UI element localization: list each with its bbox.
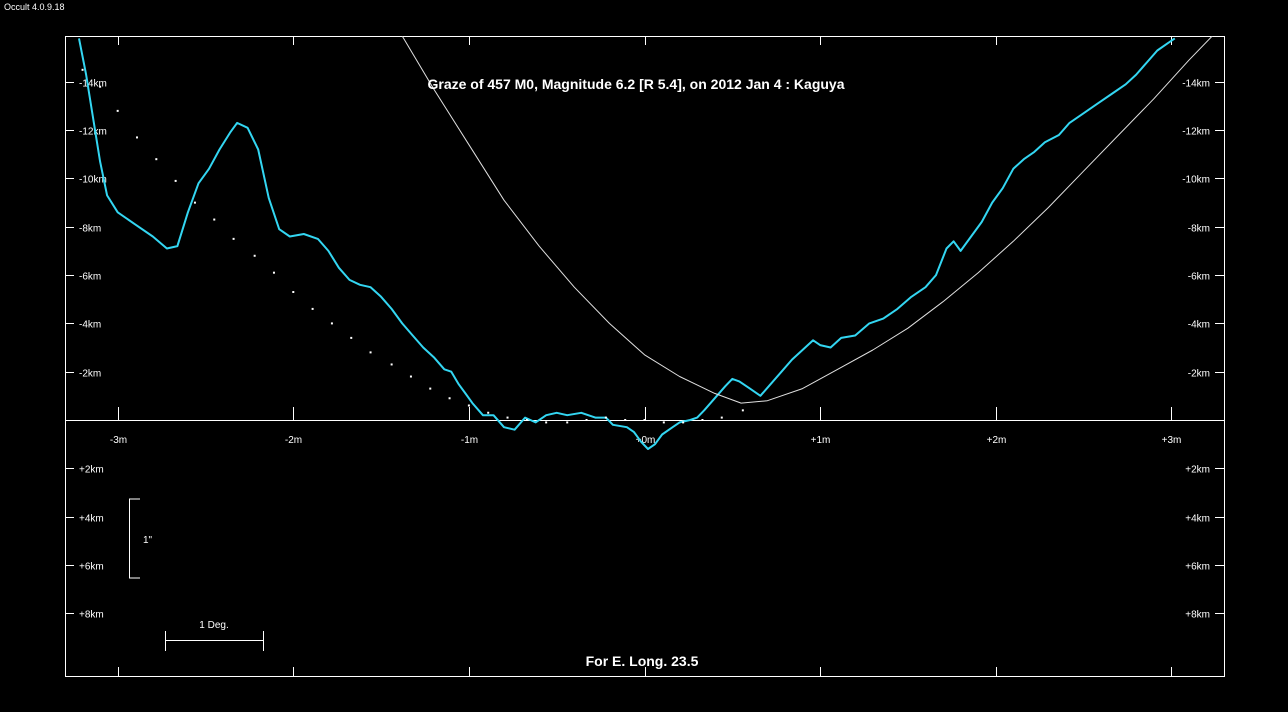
reference-dot [311, 307, 314, 310]
x-tick-label: -2m [285, 435, 302, 446]
plot-frame [65, 36, 1225, 677]
graze-path-curve-line [401, 36, 1213, 404]
chart-title: Graze of 457 M0, Magnitude 6.2 [R 5.4], … [427, 76, 844, 92]
x-tick-label: +0m [636, 435, 656, 446]
reference-dot [701, 419, 704, 421]
y-tick-label-left: +6km [79, 562, 104, 573]
arcsec-scale-bar: 1" [129, 498, 153, 579]
y-tick-label-right: +2km [1185, 465, 1210, 476]
axes-group: -3m -2m -1m +0m +1m +2m +3m -14km -14km -12km -12k… [65, 36, 1224, 676]
reference-dot [174, 179, 177, 182]
reference-dot [99, 85, 102, 88]
arcsec-scale-label: 1" [143, 535, 153, 546]
y-tick-label-left: -4km [79, 320, 101, 331]
chart-footer: For E. Long. 23.5 [586, 653, 699, 669]
reference-dot [604, 416, 607, 419]
y-tick-label-right: -12km [1182, 127, 1210, 138]
reference-dot [545, 421, 548, 424]
y-tick-label-right: -14km [1182, 79, 1210, 90]
y-tick-label-right: -2km [1188, 369, 1210, 380]
y-tick-label-left: -2km [79, 369, 101, 380]
y-tick-label-left: -10km [79, 175, 107, 186]
y-tick-label-right: -10km [1182, 175, 1210, 186]
reference-dot [525, 419, 528, 421]
reference-dot [409, 375, 412, 378]
reference-dot [116, 109, 119, 112]
y-tick-label-left: +4km [79, 514, 104, 525]
reference-dot [682, 421, 685, 424]
reference-dot [566, 421, 569, 424]
reference-dot [232, 237, 235, 240]
reference-dot [643, 419, 646, 421]
y-tick-label-right: +6km [1185, 562, 1210, 573]
series-layer [78, 36, 1213, 450]
degree-scale-bar: 1 Deg. [165, 620, 264, 651]
x-tick-label: +2m [987, 435, 1007, 446]
y-tick-label-right: +8km [1185, 610, 1210, 621]
reference-dot [155, 158, 158, 161]
y-tick-label-right: -6km [1188, 272, 1210, 283]
app-version-label: Occult 4.0.9.18 [4, 2, 65, 12]
reference-dot [193, 201, 196, 204]
reference-dot [662, 421, 665, 424]
reference-dot [135, 136, 138, 139]
reference-dot [390, 363, 393, 366]
reference-dot [506, 416, 509, 419]
reference-dot [213, 218, 216, 221]
degree-scale-label: 1 Deg. [199, 620, 228, 631]
y-tick-label-right: -4km [1188, 320, 1210, 331]
reference-dot [272, 271, 275, 274]
reference-dot [429, 387, 432, 390]
reference-dot [448, 397, 451, 400]
reference-dot [487, 411, 490, 414]
x-tick-label: +3m [1162, 435, 1182, 446]
y-tick-label-left: -12km [79, 127, 107, 138]
y-tick-label-left: -8km [79, 224, 101, 235]
y-tick-label-right: -8km [1188, 224, 1210, 235]
x-tick-label: -3m [110, 435, 127, 446]
reference-dot [369, 351, 372, 354]
y-tick-label-left: -6km [79, 272, 101, 283]
reference-dot [253, 254, 256, 257]
y-tick-label-left: +8km [79, 610, 104, 621]
reference-dot [741, 409, 744, 412]
reference-dot [720, 416, 723, 419]
reference-dot [624, 419, 627, 421]
reference-dot [350, 336, 353, 339]
x-tick-label: -1m [461, 435, 478, 446]
reference-dot [330, 322, 333, 325]
reference-dot [585, 419, 588, 421]
y-tick-label-left: -14km [79, 79, 107, 90]
y-tick-label-left: +2km [79, 465, 104, 476]
reference-dot [81, 68, 84, 71]
lunar-limb-profile-line [78, 37, 1176, 450]
x-tick-label: +1m [811, 435, 831, 446]
reference-dot [467, 404, 470, 407]
reference-dot [292, 291, 295, 293]
y-tick-label-right: +4km [1185, 514, 1210, 525]
